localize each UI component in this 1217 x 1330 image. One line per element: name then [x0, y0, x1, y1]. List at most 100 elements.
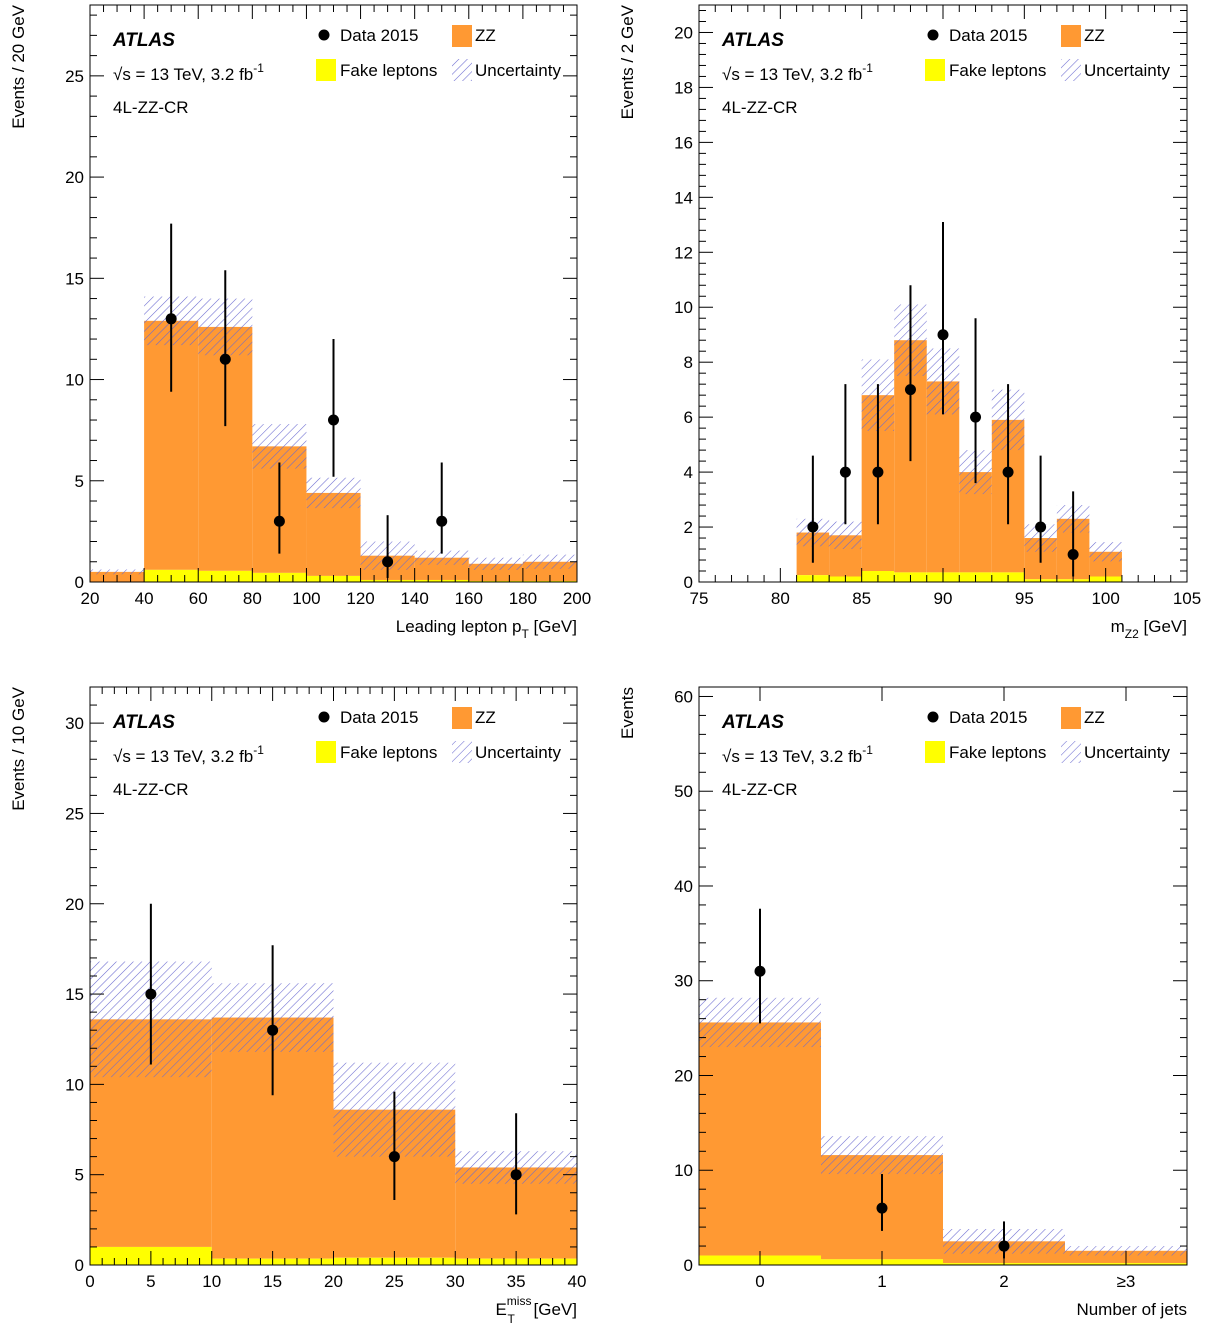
energy-lumi-label: √s = 13 TeV, 3.2 fb-1	[113, 743, 264, 766]
plot-frame	[698, 686, 1188, 1266]
legend-fake-label: Fake leptons	[340, 743, 437, 762]
y-tick-label: 10	[674, 1161, 693, 1180]
x-axis-label: Number of jets	[1076, 1300, 1187, 1319]
data-point	[970, 411, 982, 423]
x-axis-label: mZ2 [GeV]	[1111, 617, 1187, 641]
x-axis-label-tail: [GeV]	[1139, 617, 1187, 636]
y-tick-label: 15	[65, 269, 84, 288]
x-axis-label: Leading lepton pT [GeV]	[396, 617, 577, 641]
x-tick-label: 80	[243, 589, 262, 608]
data-point	[904, 384, 916, 396]
x-tick-label: 0	[85, 1272, 94, 1291]
legend-unc-label: Uncertainty	[475, 61, 561, 80]
lumi-unit-sup: -1	[253, 61, 264, 75]
y-tick-label: 5	[75, 472, 84, 491]
uncertainty-band	[821, 1136, 943, 1175]
y-tick-label: 16	[674, 133, 693, 152]
x-axis-label-tail: [GeV]	[529, 617, 577, 636]
region-label: 4L-ZZ-CR	[722, 98, 798, 117]
y-tick-label: 40	[674, 877, 693, 896]
x-tick-label: 180	[509, 589, 537, 608]
y-tick-label: 5	[75, 1166, 84, 1185]
legend-data-marker	[318, 29, 330, 41]
x-tick-label: 100	[1091, 589, 1119, 608]
data-point	[876, 1202, 888, 1214]
data-point	[1035, 521, 1047, 533]
x-axis-label-sub: Z2	[1125, 627, 1139, 641]
y-tick-label: 25	[65, 804, 84, 823]
legend-unc-swatch	[452, 59, 472, 81]
legend-data-label: Data 2015	[340, 26, 418, 45]
data-point	[872, 466, 884, 478]
x-axis-label-main: Number of jets	[1076, 1300, 1187, 1319]
legend: Data 2015 ZZ Fake leptons Uncertainty	[925, 707, 1170, 763]
x-tick-label: ≥3	[1117, 1272, 1136, 1291]
y-tick-label: 6	[684, 408, 693, 427]
energy-lumi-label: √s = 13 TeV, 3.2 fb-1	[722, 61, 873, 84]
y-tick-label: 10	[65, 1075, 84, 1094]
y-tick-label: 0	[75, 1256, 84, 1275]
uncertainty-band	[829, 521, 862, 550]
uncertainty-band	[1065, 1246, 1187, 1256]
lumi-unit-sup: -1	[862, 743, 873, 757]
region-label: 4L-ZZ-CR	[722, 780, 798, 799]
legend-fake-label: Fake leptons	[949, 743, 1046, 762]
lumi-unit-sup: -1	[253, 743, 264, 757]
data-point	[328, 414, 339, 426]
y-tick-label: 15	[65, 985, 84, 1004]
y-axis-label: Events / 10 GeV	[9, 686, 28, 810]
energy-lumi-label: √s = 13 TeV, 3.2 fb-1	[722, 743, 873, 766]
legend-unc-label: Uncertainty	[475, 743, 561, 762]
x-tick-label: 30	[446, 1272, 465, 1291]
y-tick-label: 20	[674, 1066, 693, 1085]
data-point	[273, 515, 285, 527]
x-axis-label-main: Leading lepton p	[396, 617, 522, 636]
legend-data-marker	[318, 711, 330, 723]
x-axis-label-sub: T	[521, 627, 529, 641]
legend-zz-label: ZZ	[475, 708, 496, 727]
y-tick-label: 20	[65, 895, 84, 914]
y-tick-label: 20	[65, 168, 84, 187]
x-tick-label: 2	[999, 1272, 1008, 1291]
chart-panel-njets: 0 10 20 30 40 50 60 0 1 2 ≥3 Number of jets Events AT…	[618, 686, 1188, 1319]
x-tick-label: 25	[385, 1272, 404, 1291]
x-tick-label: 40	[568, 1272, 587, 1291]
y-tick-label: 20	[674, 23, 693, 42]
uncertainty-band	[468, 557, 523, 570]
x-tick-label: 95	[1015, 589, 1034, 608]
zz-bar	[699, 1022, 821, 1256]
chart-panel-lead-pt: 0 5 10 15 20 25 20 40 60 80 100 120 140 160 180 200 Lead…	[9, 4, 591, 641]
energy-lumi-text: √s = 13 TeV, 3.2 fb	[113, 747, 253, 766]
energy-lumi-text: √s = 13 TeV, 3.2 fb	[722, 747, 862, 766]
data-point	[754, 965, 766, 977]
y-tick-label: 8	[684, 353, 693, 372]
x-tick-label: 75	[690, 589, 709, 608]
x-tick-label: 200	[563, 589, 591, 608]
data-point	[382, 556, 394, 568]
y-axis-label: Events / 2 GeV	[618, 4, 637, 119]
x-tick-label: 60	[189, 589, 208, 608]
y-tick-label: 50	[674, 782, 693, 801]
x-tick-label: 120	[346, 589, 374, 608]
legend-unc-label: Uncertainty	[1084, 743, 1170, 762]
data-point	[998, 1240, 1010, 1252]
x-tick-label: 15	[263, 1272, 282, 1291]
legend-zz-swatch	[452, 707, 472, 729]
data-point	[510, 1169, 522, 1181]
data-point	[219, 353, 231, 365]
y-tick-label: 30	[65, 714, 84, 733]
x-tick-label: 140	[400, 589, 428, 608]
uncertainty-band	[414, 550, 469, 565]
legend-unc-swatch	[452, 741, 472, 763]
legend-fake-swatch	[925, 741, 945, 763]
energy-lumi-text: √s = 13 TeV, 3.2 fb	[722, 65, 862, 84]
uncertainty-band	[252, 424, 307, 469]
legend-fake-label: Fake leptons	[949, 61, 1046, 80]
legend-fake-label: Fake leptons	[340, 61, 437, 80]
lumi-unit-sup: -1	[862, 61, 873, 75]
x-axis-label: Emiss T [GeV]	[495, 1294, 577, 1326]
y-tick-label: 10	[674, 298, 693, 317]
data-point	[839, 466, 851, 478]
uncertainty-band	[522, 554, 577, 569]
